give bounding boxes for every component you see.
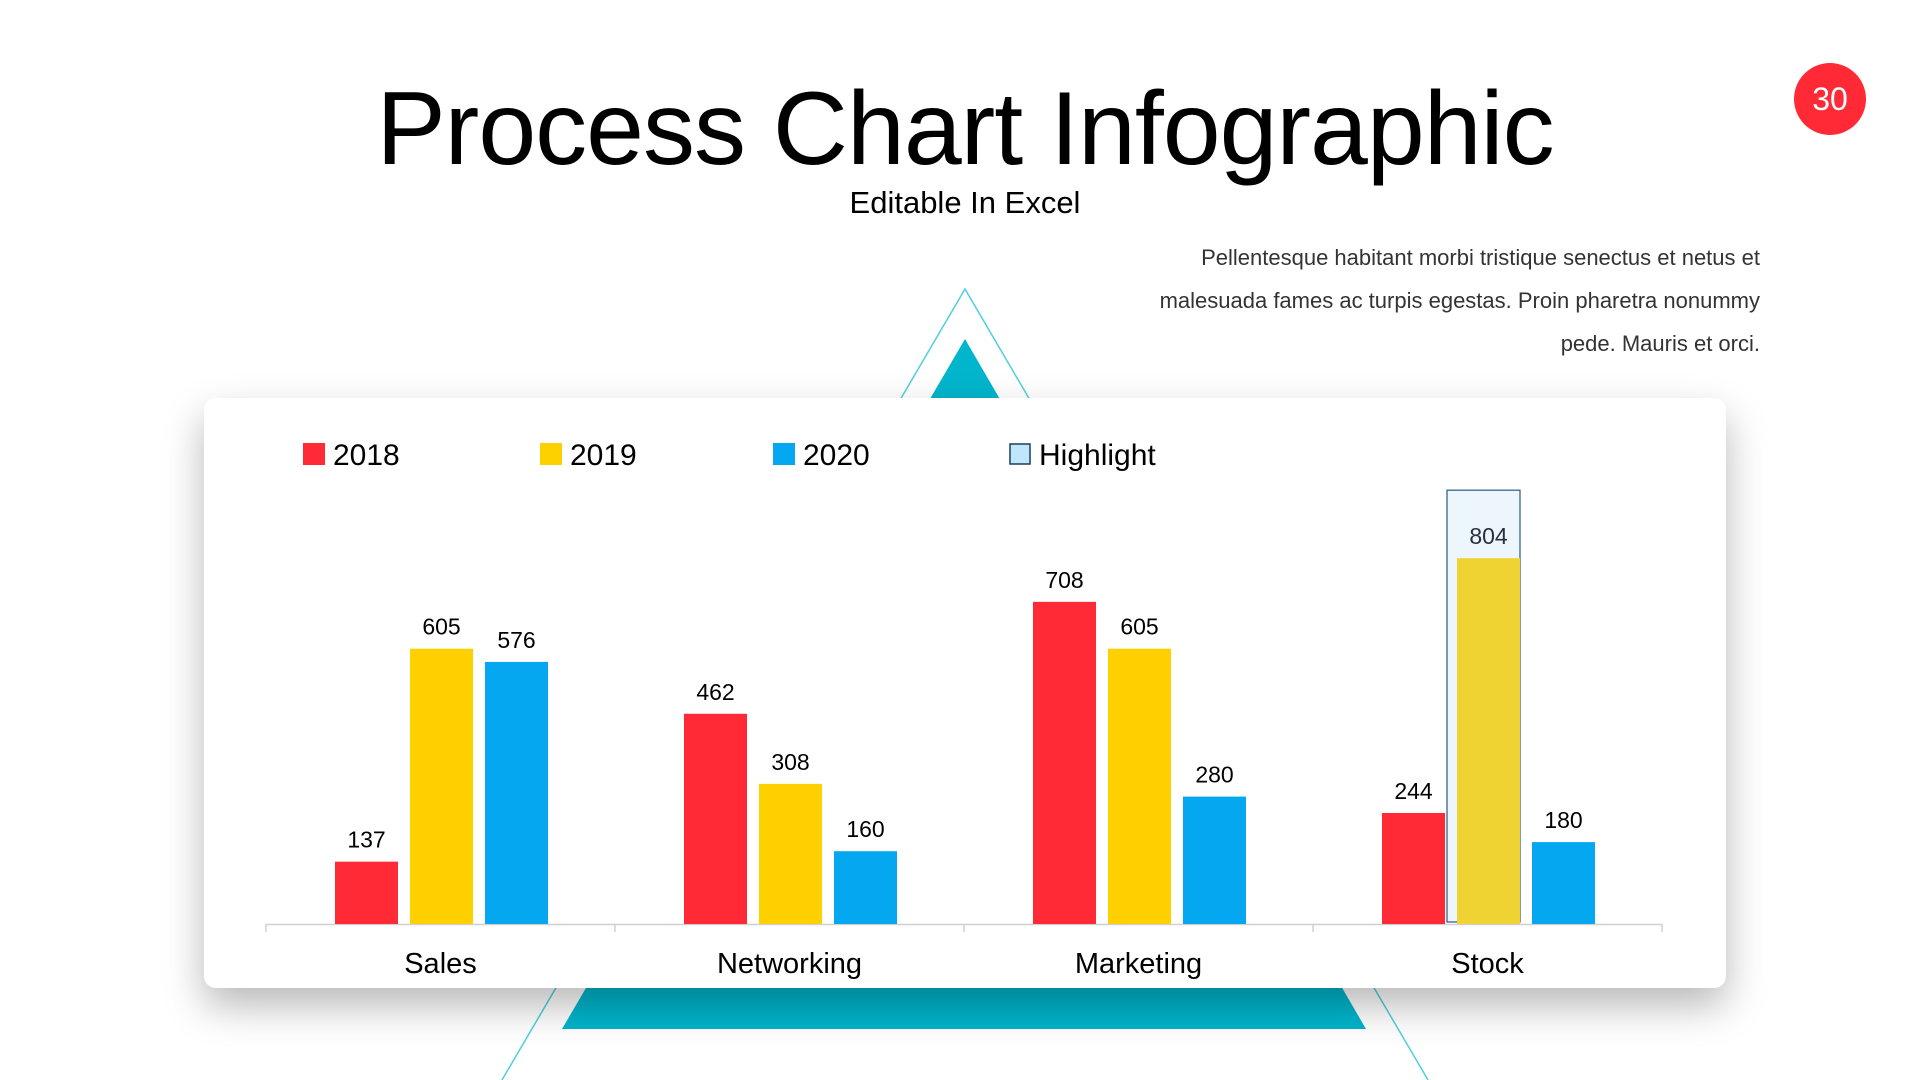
bar-stock-2018	[1382, 812, 1445, 924]
data-label-sales-2018: 137	[347, 827, 385, 853]
legend-label-highlight: Highlight	[1039, 439, 1156, 472]
data-label-stock-2018: 244	[1394, 778, 1433, 804]
legend-label-2019: 2019	[570, 439, 637, 472]
description-text: Pellentesque habitant morbi tristique se…	[1159, 245, 1760, 356]
page-title: Process Chart Infographic	[376, 71, 1554, 187]
bar-stock-2020	[1532, 842, 1595, 924]
page-number-badge: 30	[1794, 63, 1866, 135]
bar-stock-2019	[1457, 558, 1520, 924]
page-subtitle: Editable In Excel	[849, 185, 1081, 220]
data-label-networking-2020: 160	[846, 816, 884, 842]
bar-marketing-2020	[1183, 796, 1246, 924]
bar-networking-2018	[684, 713, 747, 924]
bar-sales-2020	[485, 661, 548, 924]
category-label-sales: Sales	[404, 948, 477, 980]
category-label-networking: Networking	[717, 948, 862, 980]
legend-label-2020: 2020	[803, 439, 870, 472]
legend-swatch-2020	[773, 443, 795, 465]
data-label-stock-2020: 180	[1544, 807, 1582, 833]
data-label-marketing-2020: 280	[1195, 762, 1233, 788]
category-label-stock: Stock	[1451, 948, 1524, 980]
category-label-marketing: Marketing	[1075, 948, 1202, 980]
legend-swatch-2019	[540, 443, 562, 465]
data-label-stock-2019: 804	[1469, 523, 1508, 549]
bar-marketing-2019	[1108, 648, 1171, 924]
legend-label-2018: 2018	[333, 439, 400, 472]
bar-sales-2018	[335, 861, 398, 924]
bar-networking-2020	[834, 851, 897, 924]
data-label-marketing-2019: 605	[1120, 614, 1158, 640]
data-label-sales-2019: 605	[422, 614, 460, 640]
data-label-marketing-2018: 708	[1045, 567, 1083, 593]
bar-sales-2019	[410, 648, 473, 924]
bar-marketing-2018	[1033, 601, 1096, 924]
bar-networking-2019	[759, 783, 822, 924]
legend-swatch-2018	[303, 443, 325, 465]
data-label-sales-2020: 576	[497, 627, 535, 653]
data-label-networking-2018: 462	[696, 679, 734, 705]
data-label-networking-2019: 308	[771, 749, 809, 775]
legend-swatch-highlight	[1009, 443, 1031, 465]
